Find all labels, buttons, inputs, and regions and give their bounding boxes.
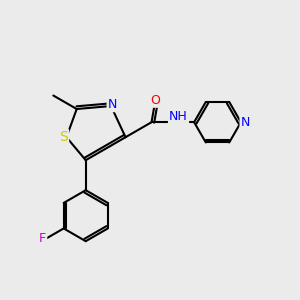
Text: N: N [108, 98, 117, 111]
Text: F: F [39, 232, 46, 245]
Text: NH: NH [169, 110, 188, 123]
Text: S: S [59, 130, 68, 144]
Text: N: N [241, 116, 250, 129]
Text: O: O [151, 94, 160, 106]
